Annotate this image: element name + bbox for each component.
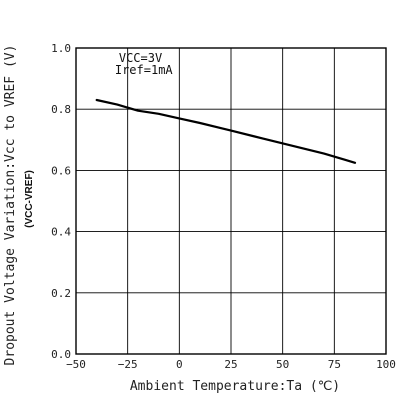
- x-tick-label: 75: [328, 358, 341, 371]
- grid-lines: [76, 48, 386, 354]
- tick-labels: −50 −25 0 25 50 75 100 0.0 0.2 0.4 0.6 0.8 1.0: [51, 42, 396, 371]
- annotation-vcc: VCC=3V: [119, 51, 162, 65]
- x-tick-label: 25: [224, 358, 237, 371]
- annotation-iref: Iref=1mA: [115, 63, 174, 77]
- y-tick-label: 0.6: [51, 164, 71, 177]
- y-tick-label: 0.4: [51, 226, 71, 239]
- series-line: [95, 98, 357, 164]
- x-tick-label: 100: [376, 358, 396, 371]
- y-tick-label: 0.0: [51, 348, 71, 361]
- y-tick-label: 1.0: [51, 42, 71, 55]
- y-axis-title: Dropout Voltage Variation:Vcc to VREF (V…: [3, 45, 18, 366]
- y-axis-subtitle: (VCC-VREF): [24, 170, 35, 228]
- x-axis-title: Ambient Temperature:Ta (℃): [130, 379, 340, 394]
- x-tick-label: 50: [276, 358, 289, 371]
- x-tick-label: −25: [118, 358, 138, 371]
- x-tick-label: 0: [176, 358, 183, 371]
- y-tick-label: 0.2: [51, 287, 71, 300]
- x-tick-label: −50: [66, 358, 86, 371]
- plot-frame: [75, 47, 387, 355]
- y-tick-label: 0.8: [51, 103, 71, 116]
